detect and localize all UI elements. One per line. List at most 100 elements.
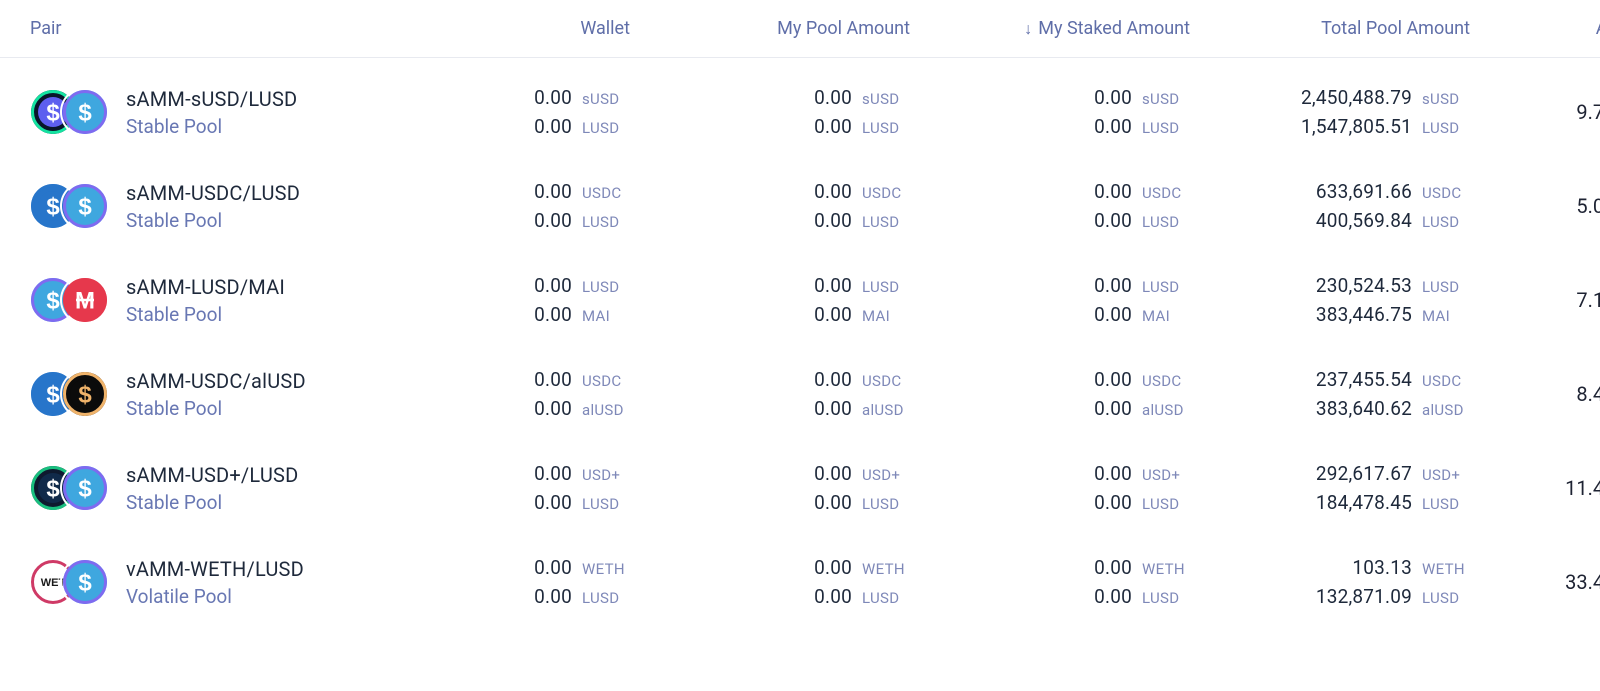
amount-symbol: LUSD bbox=[1422, 119, 1470, 137]
amount-line: 230,524.53 LUSD bbox=[1316, 274, 1470, 297]
amount-line: 0.00 alUSD bbox=[534, 397, 630, 420]
amount-symbol: alUSD bbox=[582, 401, 630, 419]
col-apr[interactable]: APR bbox=[1470, 18, 1600, 39]
table-row[interactable]: WET $ vAMM-WETH/LUSD Volatile Pool 0.00 … bbox=[0, 536, 1600, 630]
amount-line: 0.00 LUSD bbox=[814, 491, 910, 514]
col-mypool[interactable]: My Pool Amount bbox=[630, 18, 910, 39]
amount-value: 383,446.75 bbox=[1316, 303, 1412, 326]
amount-line: 383,640.62 alUSD bbox=[1316, 397, 1470, 420]
amount-line: 103.13 WETH bbox=[1352, 556, 1470, 579]
table-row[interactable]: $ $ sAMM-sUSD/LUSD Stable Pool 0.00 sUSD… bbox=[0, 66, 1600, 160]
amount-line: 1,547,805.51 LUSD bbox=[1301, 115, 1470, 138]
amount-symbol: MAI bbox=[1142, 307, 1190, 325]
totalpool-cell: 103.13 WETH 132,871.09 LUSD bbox=[1190, 556, 1470, 608]
amount-symbol: LUSD bbox=[1142, 213, 1190, 231]
amount-line: 0.00 MAI bbox=[1094, 303, 1190, 326]
apr-cell: 9.79% bbox=[1470, 100, 1600, 124]
table-row[interactable]: $ $ sAMM-USDC/alUSD Stable Pool 0.00 USD… bbox=[0, 348, 1600, 442]
amount-line: 0.00 USD+ bbox=[534, 462, 630, 485]
amount-value: 0.00 bbox=[1094, 209, 1132, 232]
apr-cell: 33.42% bbox=[1470, 570, 1600, 594]
pool-type: Stable Pool bbox=[126, 303, 285, 326]
totalpool-cell: 230,524.53 LUSD 383,446.75 MAI bbox=[1190, 274, 1470, 326]
amount-line: 0.00 USDC bbox=[534, 368, 630, 391]
amount-line: 0.00 USDC bbox=[534, 180, 630, 203]
amount-line: 0.00 USDC bbox=[814, 368, 910, 391]
amount-value: 0.00 bbox=[814, 303, 852, 326]
pair-name: sAMM-USDC/LUSD bbox=[126, 181, 300, 205]
amount-value: 0.00 bbox=[534, 180, 572, 203]
amount-value: 2,450,488.79 bbox=[1301, 86, 1412, 109]
amount-symbol: LUSD bbox=[862, 589, 910, 607]
amount-value: 400,569.84 bbox=[1316, 209, 1412, 232]
pair-text: sAMM-USDC/LUSD Stable Pool bbox=[126, 181, 300, 232]
amount-value: 0.00 bbox=[814, 274, 852, 297]
amount-symbol: LUSD bbox=[1142, 278, 1190, 296]
amount-value: 237,455.54 bbox=[1316, 368, 1412, 391]
amount-value: 0.00 bbox=[1094, 462, 1132, 485]
svg-text:$: $ bbox=[46, 288, 60, 315]
amount-value: 0.00 bbox=[814, 491, 852, 514]
table-header: Pair Wallet My Pool Amount ↓ My Staked Am… bbox=[0, 0, 1600, 58]
amount-symbol: LUSD bbox=[1142, 495, 1190, 513]
amount-line: 0.00 USD+ bbox=[1094, 462, 1190, 485]
amount-line: 0.00 alUSD bbox=[814, 397, 910, 420]
amount-value: 0.00 bbox=[814, 86, 852, 109]
mystaked-cell: 0.00 USDC 0.00 LUSD bbox=[910, 180, 1190, 232]
col-wallet[interactable]: Wallet bbox=[430, 18, 630, 39]
token-b-icon: $ bbox=[62, 371, 108, 417]
amount-symbol: LUSD bbox=[862, 119, 910, 137]
amount-symbol: sUSD bbox=[582, 90, 630, 108]
amount-value: 0.00 bbox=[534, 462, 572, 485]
pair-text: sAMM-USD+/LUSD Stable Pool bbox=[126, 463, 298, 514]
table-row[interactable]: $ $ sAMM-USD+/LUSD Stable Pool 0.00 USD+… bbox=[0, 442, 1600, 536]
amount-symbol: alUSD bbox=[1422, 401, 1470, 419]
amount-value: 0.00 bbox=[814, 556, 852, 579]
amount-value: 0.00 bbox=[1094, 556, 1132, 579]
amount-line: 0.00 LUSD bbox=[1094, 585, 1190, 608]
amount-value: 633,691.66 bbox=[1316, 180, 1412, 203]
col-mystaked[interactable]: ↓ My Staked Amount bbox=[910, 18, 1190, 39]
wallet-cell: 0.00 USDC 0.00 LUSD bbox=[430, 180, 630, 232]
token-pair-icons: $ M bbox=[30, 277, 108, 323]
amount-symbol: sUSD bbox=[862, 90, 910, 108]
col-totalpool[interactable]: Total Pool Amount bbox=[1190, 18, 1470, 39]
amount-value: 0.00 bbox=[534, 274, 572, 297]
amount-line: 400,569.84 LUSD bbox=[1316, 209, 1470, 232]
amount-value: 0.00 bbox=[534, 491, 572, 514]
svg-text:$: $ bbox=[46, 100, 60, 127]
sort-down-icon: ↓ bbox=[1024, 19, 1032, 38]
token-pair-icons: $ $ bbox=[30, 89, 108, 135]
mystaked-cell: 0.00 USD+ 0.00 LUSD bbox=[910, 462, 1190, 514]
amount-value: 0.00 bbox=[534, 585, 572, 608]
amount-symbol: LUSD bbox=[862, 213, 910, 231]
amount-value: 0.00 bbox=[1094, 86, 1132, 109]
amount-symbol: sUSD bbox=[1422, 90, 1470, 108]
amount-value: 0.00 bbox=[534, 397, 572, 420]
amount-symbol: USDC bbox=[582, 372, 630, 390]
table-row[interactable]: $ M sAMM-LUSD/MAI Stable Pool 0.00 LUSD … bbox=[0, 254, 1600, 348]
table-row[interactable]: $ $ sAMM-USDC/LUSD Stable Pool 0.00 USDC… bbox=[0, 160, 1600, 254]
amount-value: 132,871.09 bbox=[1316, 585, 1412, 608]
amount-symbol: MAI bbox=[862, 307, 910, 325]
amount-value: 184,478.45 bbox=[1316, 491, 1412, 514]
totalpool-cell: 237,455.54 USDC 383,640.62 alUSD bbox=[1190, 368, 1470, 420]
pair-cell: $ $ sAMM-USDC/alUSD Stable Pool bbox=[30, 369, 430, 420]
amount-symbol: USDC bbox=[1142, 184, 1190, 202]
apr-cell: 5.06% bbox=[1470, 194, 1600, 218]
col-pair[interactable]: Pair bbox=[30, 18, 430, 39]
amount-line: 0.00 LUSD bbox=[814, 209, 910, 232]
mystaked-cell: 0.00 LUSD 0.00 MAI bbox=[910, 274, 1190, 326]
pair-text: vAMM-WETH/LUSD Volatile Pool bbox=[126, 557, 304, 608]
amount-line: 0.00 sUSD bbox=[1094, 86, 1190, 109]
amount-line: 0.00 MAI bbox=[534, 303, 630, 326]
amount-line: 0.00 LUSD bbox=[814, 115, 910, 138]
amount-symbol: MAI bbox=[582, 307, 630, 325]
col-mystaked-label: My Staked Amount bbox=[1038, 18, 1190, 39]
amount-line: 0.00 USD+ bbox=[814, 462, 910, 485]
token-pair-icons: $ $ bbox=[30, 371, 108, 417]
amount-value: 1,547,805.51 bbox=[1301, 115, 1412, 138]
amount-value: 0.00 bbox=[1094, 274, 1132, 297]
amount-symbol: MAI bbox=[1422, 307, 1470, 325]
pair-cell: $ $ sAMM-sUSD/LUSD Stable Pool bbox=[30, 87, 430, 138]
